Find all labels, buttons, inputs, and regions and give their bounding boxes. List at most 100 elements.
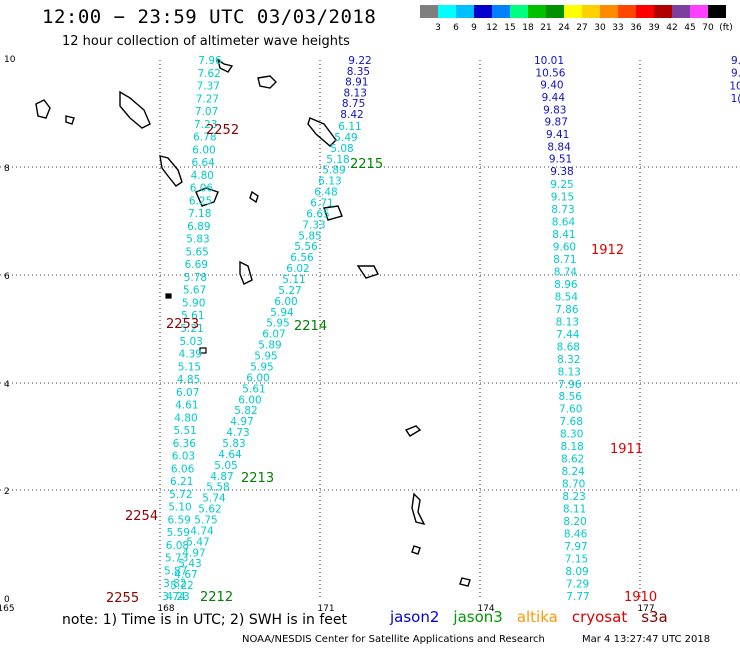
wave-height-value: 4.80 (174, 412, 197, 424)
wave-height-value: 5.43 (178, 558, 201, 570)
wave-height-value: 9.15 (551, 191, 574, 203)
wave-height-value: 5.61 (181, 310, 204, 322)
wave-height-value: 6.69 (185, 259, 208, 271)
colorbar-swatch (672, 5, 690, 18)
colorbar-label: 33 (612, 23, 624, 33)
pass-number-label: 2255 (106, 591, 139, 606)
wave-height-value: 8.20 (563, 516, 586, 528)
wave-height-value: 8.74 (554, 266, 578, 278)
colorbar-swatch (618, 5, 636, 18)
pass-number-label: 2253 (166, 317, 199, 332)
colorbar-swatch (420, 5, 438, 18)
wave-height-value: 5.59 (167, 527, 190, 539)
colorbar-swatch (492, 5, 510, 18)
island-outline (249, 190, 259, 204)
wave-height-value: 7.86 (555, 304, 579, 316)
wave-height-value: 8.42 (340, 109, 363, 121)
wave-height-value: 5.75 (194, 514, 217, 526)
legend-cryosat: cryosat (571, 608, 628, 626)
satellite-tracks: 3.743.825.875.736.085.596.595.105.726.21… (162, 55, 740, 603)
y-tick-label: 8 (4, 164, 10, 174)
wave-height-value: 5.82 (234, 405, 257, 417)
wave-height-value: 5.58 (206, 482, 229, 494)
wave-height-value: 6.11 (338, 121, 361, 133)
wave-height-value: 8.71 (553, 254, 576, 266)
colorbar-swatch (456, 5, 474, 18)
wave-height-value: 9.40 (540, 80, 563, 92)
pass-number-label: 2213 (241, 471, 274, 486)
wave-height-value: 8.13 (344, 87, 367, 99)
wave-height-value: 7.96 (198, 55, 222, 67)
x-tick-label: 165 (0, 604, 15, 614)
wave-height-value: 7.23 (194, 119, 217, 131)
wave-height-value: 3.82 (163, 578, 186, 590)
wave-height-value: 4.23 (166, 591, 189, 603)
colorbar-label: 27 (576, 23, 588, 33)
wave-height-value: 7.77 (566, 591, 589, 603)
island-outline (35, 99, 51, 119)
wave-height-value: 7.96 (558, 379, 582, 391)
wave-height-value: 10.56 (535, 67, 565, 79)
wave-height-value: 10.01 (534, 55, 564, 67)
wave-height-value: 6.06 (190, 183, 214, 195)
wave-height-value: 8.91 (345, 77, 368, 89)
y-tick-label: 0 (4, 595, 10, 605)
wave-height-value: 5.89 (322, 165, 345, 177)
wave-height-value: 8.30 (560, 429, 583, 441)
wave-height-value: 5.22 (170, 580, 193, 592)
wave-height-value: 9.38 (550, 166, 573, 178)
island-outline (307, 117, 337, 147)
wave-height-value: 3.74 (162, 591, 186, 603)
credit-line: NOAA/NESDIS Center for Satellite Applica… (242, 634, 545, 645)
island-outline (159, 155, 183, 187)
wave-height-value: 5.89 (258, 340, 281, 352)
x-tick-label: 174 (477, 604, 494, 614)
wave-height-value: 5.90 (182, 297, 205, 309)
wave-height-value: 6.13 (318, 176, 341, 188)
wave-height-value: 6.03 (172, 451, 195, 463)
wave-height-value: 7.44 (556, 329, 580, 341)
wave-height-value: 7.62 (197, 68, 220, 80)
wave-height-value: 8.35 (347, 66, 370, 78)
wave-height-value: 5.49 (334, 132, 357, 144)
wave-height-value: 8.09 (565, 566, 588, 578)
colorbar-label: 3 (435, 23, 441, 33)
island-outline (323, 205, 343, 221)
wave-height-value: 7.29 (566, 579, 589, 591)
wave-height-value: 8.11 (563, 504, 586, 516)
wave-height-value: 4.73 (226, 427, 249, 439)
island-outline (411, 492, 426, 526)
colorbar-label: (ft) (719, 23, 733, 33)
wave-height-value: 6.00 (192, 144, 215, 156)
colorbar-swatch (528, 5, 546, 18)
colorbar-label: 30 (594, 23, 606, 33)
wave-height-value: 5.05 (214, 460, 237, 472)
colorbar-swatch (690, 5, 708, 18)
wave-height-value: 7.60 (559, 404, 582, 416)
wave-height-value: 5.08 (330, 143, 353, 155)
wave-height-value: 7.15 (565, 554, 588, 566)
wave-height-value: 8.68 (557, 341, 580, 353)
wave-height-value: 5.94 (270, 307, 294, 319)
wave-height-value: 4.74 (190, 525, 214, 537)
wave-height-value: 4.97 (182, 547, 205, 559)
track-number-labels: 2252 2253 2254 2255 2215 2214 2213 2212 1912 1911… (106, 123, 657, 606)
wave-height-value: 5.67 (183, 285, 206, 297)
wave-height-value: 8.54 (555, 291, 579, 303)
wave-height-value: 9. (731, 68, 740, 80)
wave-height-value: 5.72 (169, 489, 192, 501)
wave-height-value: 5.51 (173, 425, 196, 437)
wave-height-value: 5.95 (254, 351, 277, 363)
island-outline (257, 75, 277, 89)
wave-height-value: 6.36 (173, 438, 197, 450)
wave-height-value: 7.27 (196, 93, 219, 105)
island-outline (119, 90, 151, 129)
wave-height-value: 5.56 (294, 241, 318, 253)
wave-height-value: 8.70 (562, 479, 585, 491)
wave-height-value: 6.08 (166, 540, 189, 552)
colorbar-swatch (564, 5, 582, 18)
wave-height-value: 9.25 (550, 179, 573, 191)
wave-height-value: 6.65 (306, 208, 329, 220)
wave-height-value: 8.24 (561, 466, 585, 478)
